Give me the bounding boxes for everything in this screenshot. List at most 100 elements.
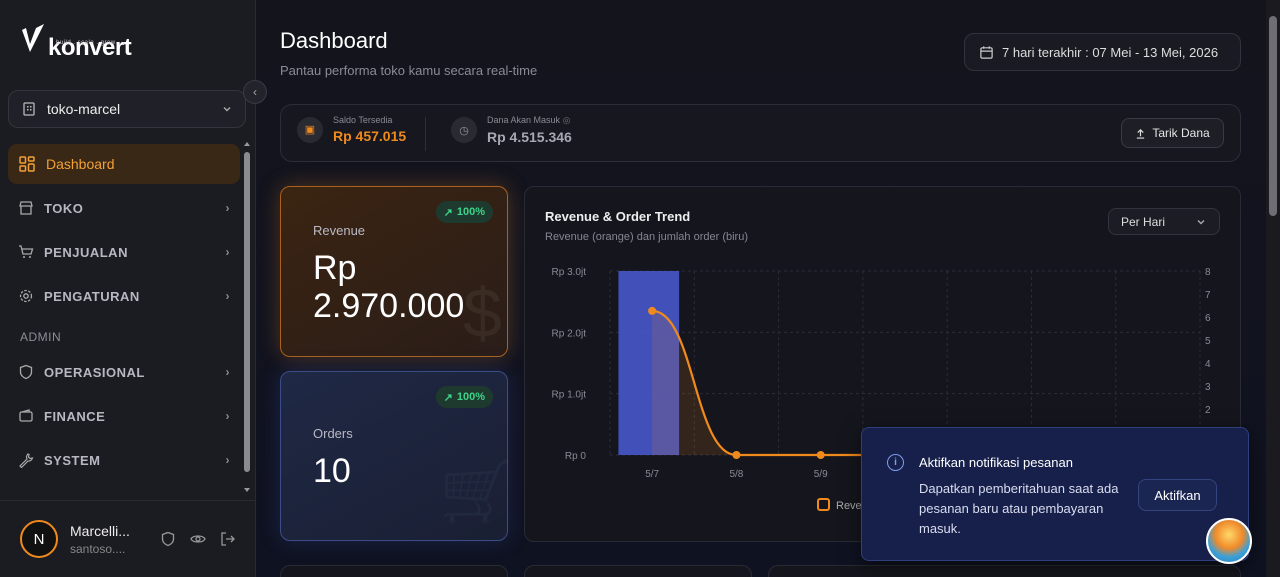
chevron-down-icon — [223, 107, 231, 112]
chevron-right-icon: › — [225, 201, 230, 215]
cart-icon — [19, 245, 34, 258]
toast-title: Aktifkan notifikasi pesanan — [919, 455, 1073, 470]
revenue-point — [732, 451, 741, 459]
date-range-label: 7 hari terakhir : 07 Mei - 13 Mei, 2026 — [1002, 44, 1219, 60]
scroll-up-icon[interactable] — [242, 140, 252, 148]
sidebar-item-finance[interactable]: FINANCE › — [8, 396, 240, 436]
gear-icon — [19, 289, 33, 303]
building-icon — [23, 102, 35, 116]
chevron-down-icon — [1197, 219, 1205, 224]
revenue-point — [816, 451, 825, 459]
bottom-card — [768, 565, 1241, 577]
period-select[interactable]: Per Hari — [1108, 208, 1220, 235]
orders-growth-badge: ↗ 100% — [435, 386, 493, 408]
sidebar-scrollbar[interactable] — [242, 138, 252, 498]
logout-icon[interactable] — [220, 531, 236, 547]
chart-title: Revenue & Order Trend — [545, 209, 691, 224]
user-bar: N Marcelli... santoso.... — [0, 500, 256, 577]
page-scroll-thumb[interactable] — [1269, 16, 1277, 216]
y-right-tick-label: 8 — [1205, 267, 1211, 278]
page-scrollbar[interactable] — [1266, 0, 1280, 577]
date-range-picker[interactable]: 7 hari terakhir : 07 Mei - 13 Mei, 2026 — [964, 33, 1241, 71]
sidebar-collapse-button[interactable]: ‹ — [243, 80, 267, 104]
sidebar-item-label: OPERASIONAL — [44, 364, 145, 380]
wrench-icon — [19, 453, 34, 468]
notification-toast: i Aktifkan notifikasi pesanan Dapatkan p… — [861, 427, 1249, 561]
revenue-value-line1: Rp — [313, 249, 357, 287]
trend-up-icon: ↗ — [443, 206, 453, 219]
chevron-right-icon: › — [225, 365, 230, 379]
sidebar-item-dashboard[interactable]: Dashboard — [8, 144, 240, 184]
sidebar-item-penjualan[interactable]: PENJUALAN › — [8, 232, 240, 272]
sidebar-item-toko[interactable]: TOKO › — [8, 188, 240, 228]
brand-logo[interactable]: konvert — [20, 22, 132, 61]
incoming-balance-label: Dana Akan Masuk ◎ — [487, 115, 571, 125]
sidebar: konvert build . scale . grow toko-marcel… — [0, 0, 256, 577]
bottom-card — [280, 565, 508, 577]
y-right-tick-label: 6 — [1205, 313, 1211, 324]
revenue-growth-badge: ↗ 100% — [435, 201, 493, 223]
sidebar-item-pengaturan[interactable]: PENGATURAN › — [8, 276, 240, 316]
sidebar-item-label: Dashboard — [46, 156, 115, 172]
store-name: toko-marcel — [47, 101, 121, 117]
orders-card: ↗ 100% Orders 10 🛒 — [280, 371, 514, 541]
page-title: Dashboard — [280, 28, 388, 53]
sidebar-item-system[interactable]: SYSTEM › — [8, 440, 240, 480]
shield-icon[interactable] — [160, 531, 176, 547]
withdraw-button[interactable]: Tarik Dana — [1121, 118, 1224, 148]
y-right-tick-label: 3 — [1205, 382, 1211, 393]
revenue-card: ↗ 100% Revenue Rp 2.970.000 $ — [280, 186, 508, 357]
legend-swatch-revenue — [817, 498, 830, 511]
user-actions — [160, 531, 236, 547]
brand-name: konvert — [48, 34, 132, 61]
sidebar-nav: Dashboard TOKO › PENJUALAN › PENGATURAN … — [8, 144, 240, 484]
user-name: Marcelli... — [70, 522, 130, 539]
chat-assistant-button[interactable] — [1206, 518, 1252, 564]
info-icon[interactable]: ◎ — [562, 115, 571, 125]
wallet-icon — [19, 409, 33, 422]
bottom-card — [524, 565, 752, 577]
divider — [425, 117, 426, 151]
dollar-icon: $ — [463, 274, 502, 352]
withdraw-label: Tarik Dana — [1152, 126, 1210, 140]
store-selector[interactable]: toko-marcel — [8, 90, 246, 128]
eye-icon[interactable] — [190, 531, 206, 547]
avatar[interactable]: N — [20, 520, 58, 558]
balance-bar: ▣ Saldo Tersedia Rp 457.015 ◷ Dana Akan … — [280, 104, 1241, 162]
legend-label-revenue: Reve — [836, 500, 862, 512]
user-email: santoso.... — [70, 541, 126, 556]
chevron-right-icon: › — [225, 245, 230, 259]
chevron-left-icon: ‹ — [253, 85, 257, 99]
y-left-tick-label: Rp 3.0jt — [552, 267, 587, 278]
konvert-logo-icon — [22, 24, 44, 52]
available-balance-label: Saldo Tersedia — [333, 115, 393, 125]
chart-subtitle: Revenue (orange) dan jumlah order (biru) — [545, 231, 748, 243]
sidebar-item-label: TOKO — [44, 200, 84, 216]
store-icon — [19, 201, 33, 215]
wallet-icon: ▣ — [297, 116, 323, 143]
shield-icon — [19, 364, 33, 380]
toast-body: Dapatkan pemberitahuan saat ada pesanan … — [919, 481, 1119, 536]
enable-notifications-button[interactable]: Aktifkan — [1138, 479, 1217, 511]
orders-label: Orders — [313, 426, 353, 441]
upload-icon — [1137, 128, 1145, 139]
sidebar-scroll-thumb[interactable] — [244, 152, 250, 472]
x-tick-label: 5/8 — [729, 469, 743, 480]
sidebar-item-operasional[interactable]: OPERASIONAL › — [8, 352, 240, 392]
orders-value: 10 — [313, 452, 351, 490]
sidebar-item-label: FINANCE — [44, 408, 106, 424]
revenue-area — [652, 310, 1158, 455]
y-right-tick-label: 4 — [1205, 359, 1211, 370]
clock-icon: ◷ — [451, 117, 477, 143]
y-left-tick-label: Rp 0 — [565, 451, 587, 462]
revenue-value-line2: 2.970.000 — [313, 287, 465, 325]
y-left-tick-label: Rp 1.0jt — [552, 390, 587, 401]
chevron-right-icon: › — [225, 289, 230, 303]
y-right-tick-label: 7 — [1205, 290, 1211, 301]
sidebar-item-label: PENGATURAN — [44, 288, 140, 304]
brand-tagline: build . scale . grow — [56, 40, 116, 46]
revenue-label: Revenue — [313, 223, 366, 238]
x-tick-label: 5/9 — [814, 469, 828, 480]
info-icon: i — [887, 454, 904, 471]
scroll-down-icon[interactable] — [242, 486, 252, 494]
